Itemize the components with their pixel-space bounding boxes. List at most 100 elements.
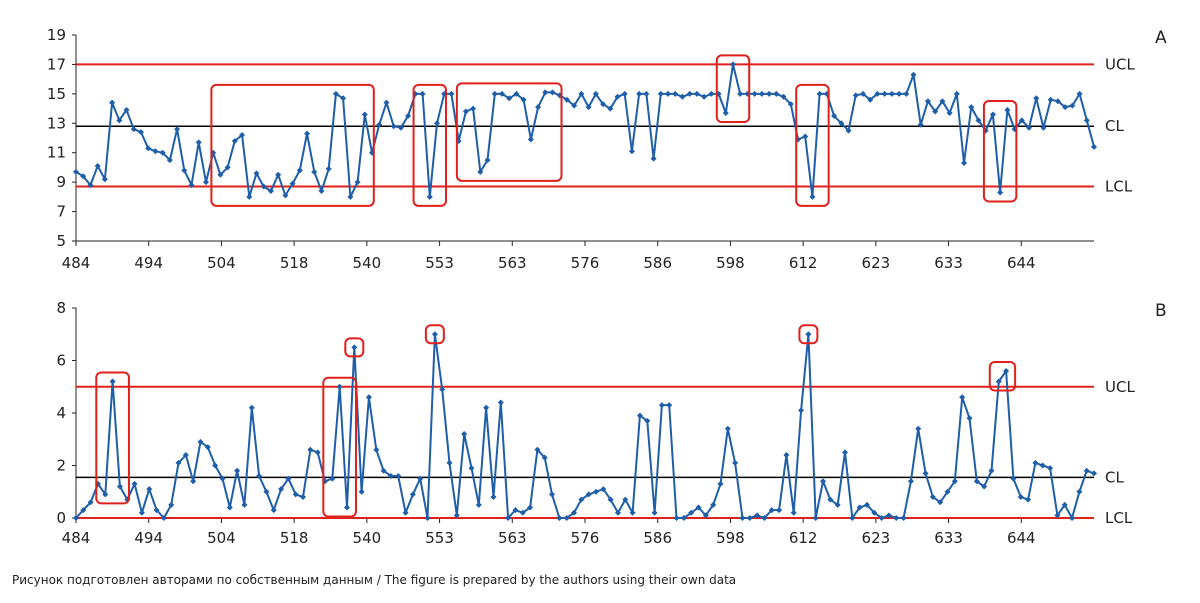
x-tick-label: 633	[934, 254, 963, 272]
data-point	[197, 438, 204, 445]
data-point	[953, 90, 960, 97]
y-tick-label: 5	[56, 232, 66, 250]
data-point	[773, 90, 780, 97]
data-point	[614, 509, 621, 516]
data-point	[1032, 459, 1039, 466]
data-point	[783, 452, 790, 458]
data-point	[535, 104, 542, 111]
data-point	[1054, 512, 1061, 519]
data-point	[462, 108, 469, 115]
data-point	[679, 93, 686, 100]
data-point	[145, 145, 152, 152]
data-point	[181, 167, 188, 174]
data-point	[903, 90, 910, 97]
y-tick-label: 19	[47, 26, 66, 44]
data-point	[693, 90, 700, 97]
data-point	[248, 404, 255, 411]
data-point	[325, 165, 332, 172]
data-point	[600, 101, 607, 108]
data-point	[332, 90, 339, 97]
data-point	[351, 344, 358, 351]
data-point	[910, 71, 917, 78]
data-point	[506, 95, 513, 102]
data-point	[722, 109, 729, 116]
x-tick-label: 612	[789, 529, 818, 547]
data-point	[94, 162, 101, 169]
x-tick-label: 494	[134, 529, 163, 547]
data-point	[798, 407, 805, 414]
data-point	[87, 182, 94, 189]
data-point	[1083, 467, 1090, 474]
data-point	[1033, 95, 1040, 102]
data-point	[395, 473, 402, 479]
data-point	[307, 446, 314, 453]
out-of-control-highlight	[210, 83, 375, 207]
data-point	[614, 93, 621, 100]
data-point	[571, 102, 578, 109]
data-point	[182, 452, 189, 458]
data-point	[461, 431, 468, 437]
out-of-control-highlight	[344, 337, 365, 358]
data-point	[768, 507, 775, 514]
data-point	[387, 473, 394, 479]
data-point	[73, 168, 79, 175]
data-point	[1010, 475, 1017, 482]
data-point	[217, 171, 224, 178]
x-tick-label: 484	[62, 529, 91, 547]
data-point	[168, 501, 175, 508]
data-point	[666, 402, 673, 409]
out-of-control-highlight	[455, 82, 563, 182]
data-point	[1054, 98, 1061, 105]
panel-a-label: A	[1155, 28, 1167, 48]
x-tick-label: 623	[862, 529, 891, 547]
data-point	[961, 160, 968, 167]
data-point	[241, 501, 248, 508]
data-point	[383, 99, 390, 106]
data-point	[1026, 124, 1033, 131]
data-point	[737, 90, 744, 97]
y-tick-label: 4	[56, 404, 66, 422]
data-point	[746, 515, 753, 521]
data-point	[893, 515, 900, 521]
data-point	[896, 90, 903, 97]
data-point	[607, 496, 614, 503]
data-point	[109, 378, 116, 385]
data-point	[234, 467, 241, 474]
data-point	[989, 111, 996, 118]
out-of-control-highlight	[95, 371, 130, 505]
data-point	[585, 104, 592, 111]
data-point	[937, 499, 944, 506]
data-point	[534, 446, 541, 453]
data-point	[780, 93, 787, 100]
out-of-control-highlight	[795, 83, 830, 207]
data-point	[109, 99, 116, 106]
data-point	[724, 425, 731, 432]
data-point	[628, 148, 635, 155]
data-point	[932, 108, 939, 115]
out-of-control-highlight	[715, 54, 751, 123]
data-point	[275, 171, 282, 178]
data-point	[995, 378, 1002, 385]
data-point	[973, 478, 980, 485]
data-point	[505, 515, 512, 521]
data-point	[491, 90, 498, 97]
data-point	[607, 105, 614, 112]
data-point	[881, 90, 888, 97]
data-point	[468, 465, 475, 472]
data-point	[650, 155, 657, 162]
data-point	[859, 90, 866, 97]
out-of-control-highlight	[412, 83, 447, 207]
data-point	[527, 136, 534, 143]
data-point	[592, 488, 599, 495]
data-point	[1004, 107, 1011, 114]
data-point	[513, 90, 520, 97]
data-point	[166, 157, 173, 164]
data-point	[336, 383, 343, 390]
data-point	[73, 515, 79, 521]
data-point	[212, 462, 219, 469]
data-point	[354, 179, 361, 186]
data-point	[417, 475, 424, 482]
panel-b-chart: 0 2 4 6 8 484 494 504 518 540 553 563 576 586 598 612 62…	[56, 299, 1135, 547]
data-point	[475, 501, 482, 508]
figure-caption: Рисунок подготовлен авторами по собствен…	[12, 573, 737, 587]
